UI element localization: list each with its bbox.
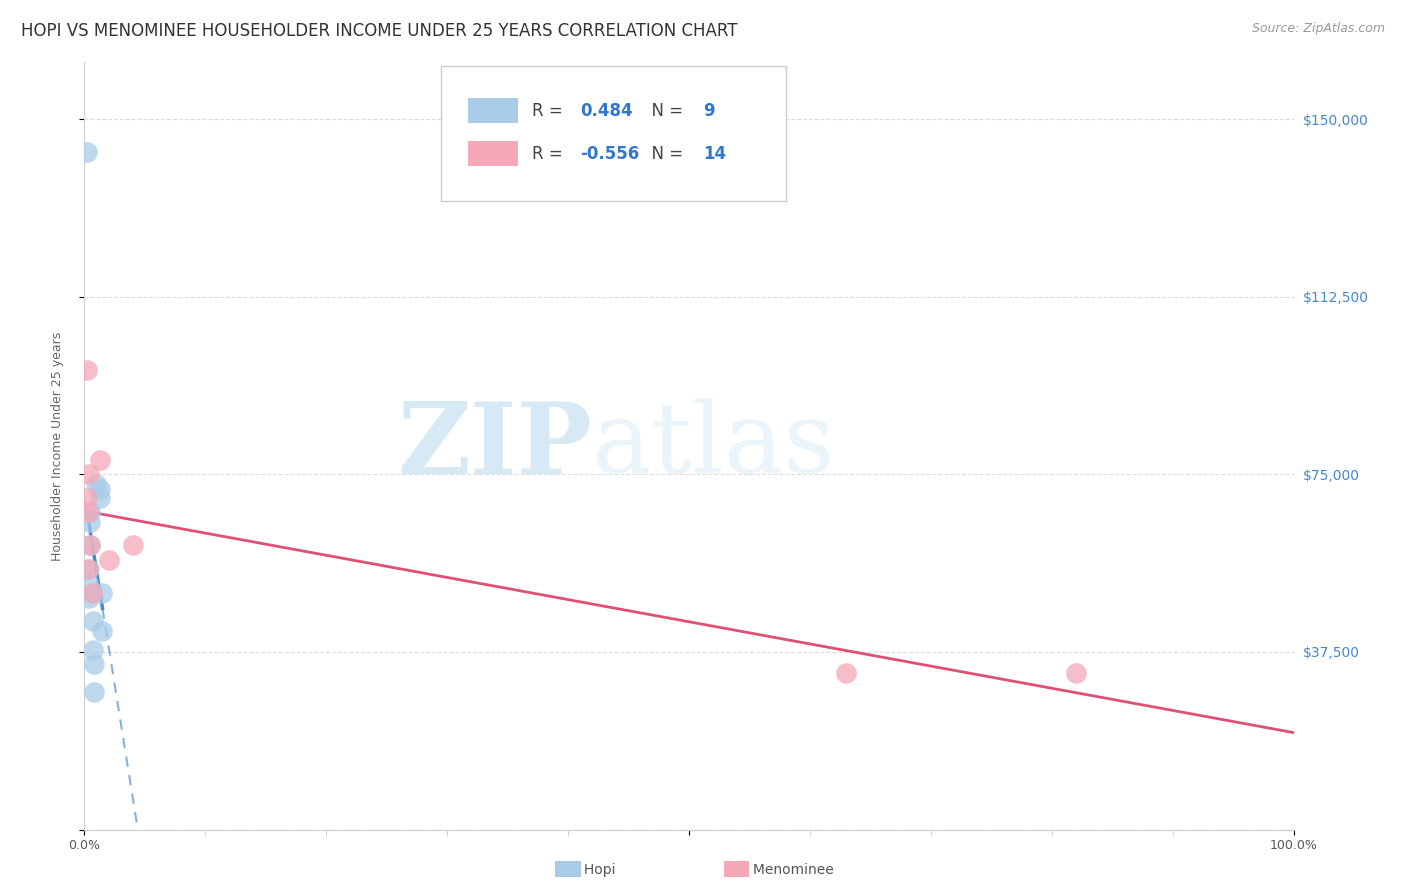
Point [83, 657, 105, 671]
Point [80, 586, 103, 600]
Text: HOPI VS MENOMINEE HOUSEHOLDER INCOME UNDER 25 YEARS CORRELATION CHART: HOPI VS MENOMINEE HOUSEHOLDER INCOME UND… [21, 22, 738, 40]
Text: N =: N = [641, 145, 688, 162]
Point [89, 491, 111, 505]
Point [76, 491, 98, 505]
Point [77, 505, 100, 519]
Point [121, 538, 143, 552]
Point [79, 538, 101, 552]
Point [82, 614, 104, 628]
Point [77, 562, 100, 576]
Text: Source: ZipAtlas.com: Source: ZipAtlas.com [1251, 22, 1385, 36]
Point [77, 467, 100, 482]
Point [91, 586, 114, 600]
Point [76, 145, 98, 160]
Point [83, 685, 105, 699]
Text: -0.556: -0.556 [581, 145, 640, 162]
Point [79, 538, 101, 552]
Point [79, 505, 101, 519]
Point [89, 482, 111, 496]
Point [82, 642, 104, 657]
Text: Hopi: Hopi [562, 863, 616, 877]
Text: 14: 14 [703, 145, 727, 162]
Text: 9: 9 [703, 102, 716, 120]
Text: ZIP: ZIP [398, 398, 592, 494]
Point [77, 562, 100, 576]
Point [80, 586, 103, 600]
Point [76, 363, 98, 377]
Text: atlas: atlas [592, 398, 835, 494]
Text: N =: N = [641, 102, 688, 120]
Point [1064, 666, 1087, 681]
Point [97, 552, 120, 566]
Point [79, 515, 101, 529]
Text: 0.484: 0.484 [581, 102, 633, 120]
Bar [468, 142, 519, 166]
Point [86, 476, 108, 491]
Text: R =: R = [531, 145, 568, 162]
Point [77, 591, 100, 605]
Bar [468, 98, 519, 123]
Point [89, 453, 111, 467]
FancyBboxPatch shape [441, 66, 786, 201]
Text: Menominee: Menominee [731, 863, 834, 877]
Y-axis label: Householder Income Under 25 years: Householder Income Under 25 years [51, 331, 63, 561]
Point [77, 576, 100, 591]
Point [835, 666, 858, 681]
Point [91, 624, 114, 638]
Text: R =: R = [531, 102, 568, 120]
